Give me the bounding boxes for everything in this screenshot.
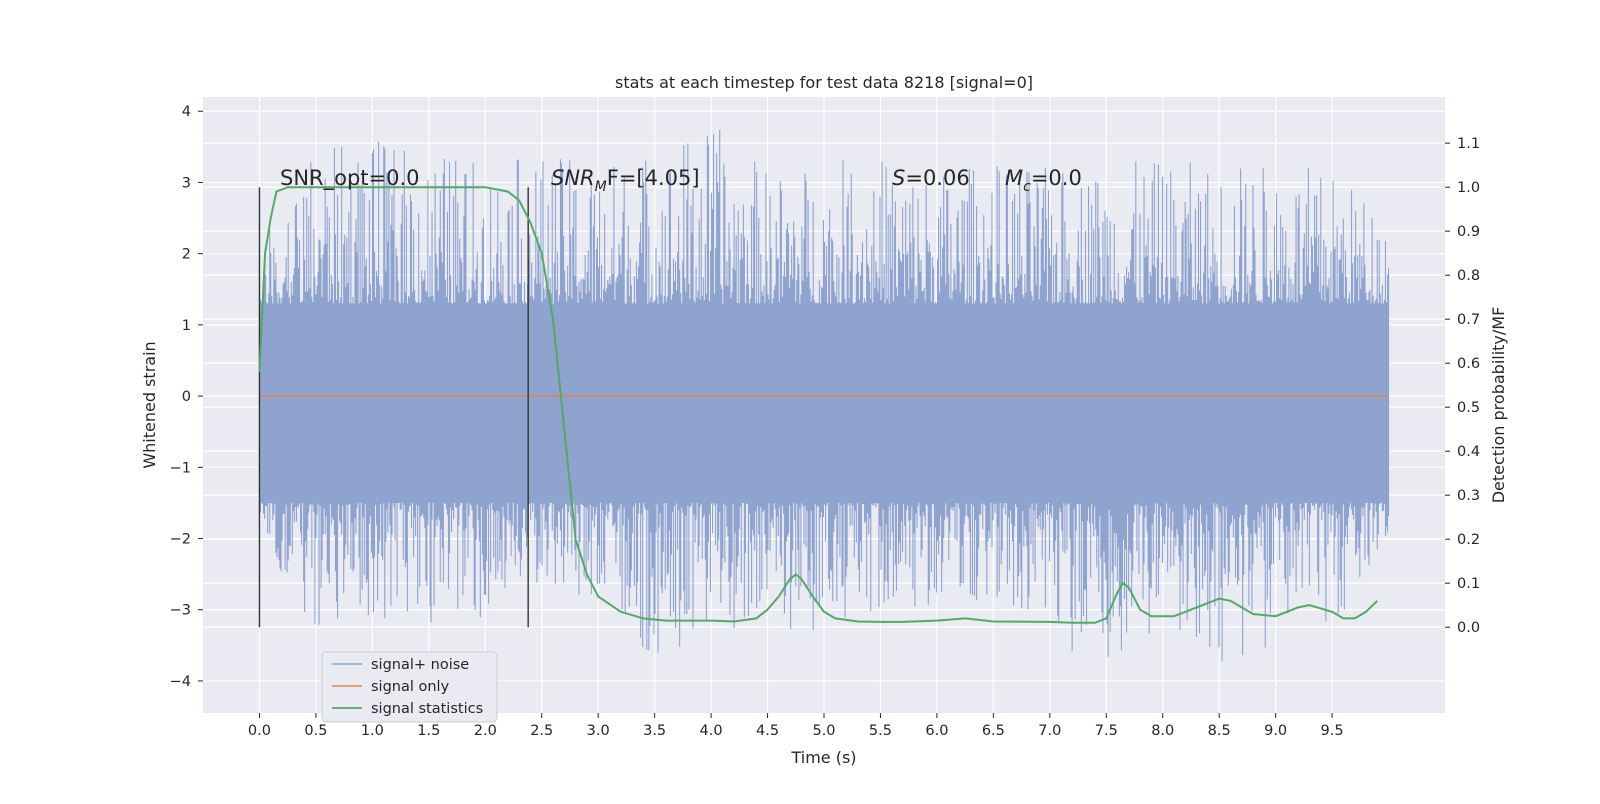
y-right-tick-label: 0.1 (1457, 576, 1480, 592)
y-right-tick-label: 0.4 (1457, 444, 1480, 460)
x-tick-label: 7.5 (1095, 723, 1118, 739)
vertical-markers (258, 187, 529, 628)
legend-box (321, 651, 498, 723)
s-symbol: S (892, 166, 905, 190)
y-axis-ticks: −4 −3 −2 −1 0 1 2 3 4 (170, 104, 203, 690)
x-axis-label: Time (s) (790, 748, 856, 767)
x-tick-label: 4.5 (756, 723, 779, 739)
mc-subscript: c (1023, 179, 1031, 195)
y-right-axis-label: Detection probability/MF (1489, 307, 1508, 504)
x-tick-label: 1.0 (361, 723, 384, 739)
mc-value: =0.0 (1031, 166, 1082, 190)
x-tick-label: 6.5 (982, 723, 1005, 739)
y-right-tick-label: 0.0 (1457, 620, 1480, 636)
y-tick-label: −1 (170, 460, 191, 476)
x-tick-label: 0.0 (248, 723, 271, 739)
chart-title: stats at each timestep for test data 821… (615, 73, 1033, 92)
legend: signal+ noise signal only signal statist… (321, 651, 498, 723)
legend-label-signal-noise: signal+ noise (371, 657, 469, 673)
y-right-tick-label: 0.2 (1457, 532, 1480, 548)
legend-label-signal-statistics: signal statistics (371, 701, 483, 717)
x-axis-ticks: 0.0 0.5 1.0 1.5 2.0 2.5 3.0 3.5 4.0 4.5 5.0 5.5 6.0 6… (248, 713, 1344, 739)
x-tick-label: 3.0 (587, 723, 610, 739)
x-tick-label: 1.5 (417, 723, 440, 739)
x-tick-label: 8.5 (1208, 723, 1231, 739)
y-right-axis-ticks: 0.0 0.1 0.2 0.3 0.4 0.5 0.6 0.7 0.8 0.9 1.0 1.1 (1445, 136, 1480, 636)
annotation-mc: Mc=0.0 (1005, 166, 1082, 195)
x-tick-label: 4.0 (700, 723, 723, 739)
x-tick-label: 5.5 (869, 723, 892, 739)
y-tick-label: 1 (182, 318, 191, 334)
y-right-tick-label: 1.1 (1457, 136, 1480, 152)
x-tick-label: 3.5 (643, 723, 666, 739)
y-tick-label: −2 (170, 532, 191, 548)
y-tick-label: 0 (182, 389, 191, 405)
y-tick-label: 3 (182, 175, 191, 191)
y-right-tick-label: 0.3 (1457, 488, 1480, 504)
y-tick-label: 2 (182, 247, 191, 263)
x-tick-label: 9.5 (1321, 723, 1344, 739)
x-tick-label: 6.0 (925, 723, 948, 739)
x-tick-label: 7.0 (1038, 723, 1061, 739)
annotation-snr-mf: SNRMF=[4.05] (551, 166, 700, 195)
x-tick-label: 8.0 (1151, 723, 1174, 739)
snr-mf-subscript: M (595, 179, 607, 195)
series-signal-noise (258, 130, 1390, 661)
x-tick-label: 5.0 (812, 723, 835, 739)
y-tick-label: −4 (170, 674, 191, 690)
y-right-tick-label: 0.5 (1457, 400, 1480, 416)
x-tick-label: 2.0 (474, 723, 497, 739)
s-value: =0.06 (905, 166, 969, 190)
x-tick-label: 9.0 (1264, 723, 1287, 739)
y-right-tick-label: 0.7 (1457, 312, 1480, 328)
snr-mf-symbol: SNR (551, 166, 595, 190)
y-right-tick-label: 1.0 (1457, 180, 1480, 196)
x-tick-label: 0.5 (304, 723, 327, 739)
x-tick-label: 2.5 (530, 723, 553, 739)
legend-label-signal-only: signal only (371, 679, 450, 695)
y-tick-label: −3 (170, 603, 191, 619)
y-tick-label: 4 (182, 104, 191, 120)
series-signal-statistics (258, 186, 1378, 624)
annotation-snr-opt: SNR_opt=0.0 (280, 166, 420, 191)
y-right-tick-label: 0.9 (1457, 224, 1480, 240)
signal-statistics-line (258, 186, 1378, 624)
mc-symbol: M (1005, 166, 1023, 190)
y-axis-label: Whitened strain (140, 341, 159, 468)
snr-mf-value: F=[4.05] (607, 166, 700, 190)
y-right-tick-label: 0.8 (1457, 268, 1480, 284)
snr-opt-text: SNR_opt=0.0 (280, 166, 420, 191)
annotation-s: S=0.06 (892, 166, 970, 190)
y-right-tick-label: 0.6 (1457, 356, 1480, 372)
